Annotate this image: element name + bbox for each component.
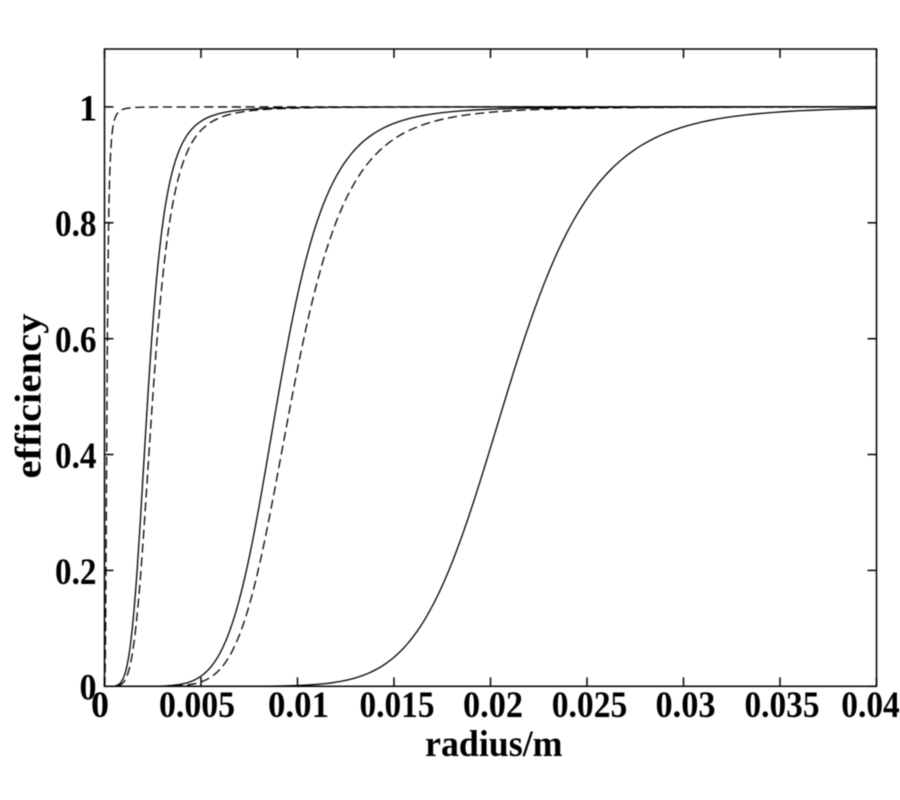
svg-text:0.015: 0.015 (360, 684, 435, 725)
svg-text:0.005: 0.005 (159, 684, 235, 725)
svg-text:0.03: 0.03 (656, 684, 716, 725)
svg-text:0.01: 0.01 (268, 684, 329, 725)
svg-text:0: 0 (91, 684, 109, 725)
svg-text:efficiency: efficiency (8, 314, 49, 479)
svg-text:0: 0 (80, 667, 97, 708)
svg-text:0.6: 0.6 (55, 319, 97, 360)
svg-text:0.4: 0.4 (55, 435, 97, 476)
svg-text:0.2: 0.2 (55, 551, 97, 592)
svg-text:1: 1 (79, 87, 97, 128)
svg-text:0.035: 0.035 (745, 684, 820, 725)
svg-text:0.02: 0.02 (463, 684, 523, 725)
svg-text:0.04: 0.04 (841, 684, 900, 725)
svg-text:radius/m: radius/m (425, 723, 563, 764)
svg-text:0.8: 0.8 (55, 203, 97, 244)
svg-text:0.025: 0.025 (552, 684, 628, 725)
